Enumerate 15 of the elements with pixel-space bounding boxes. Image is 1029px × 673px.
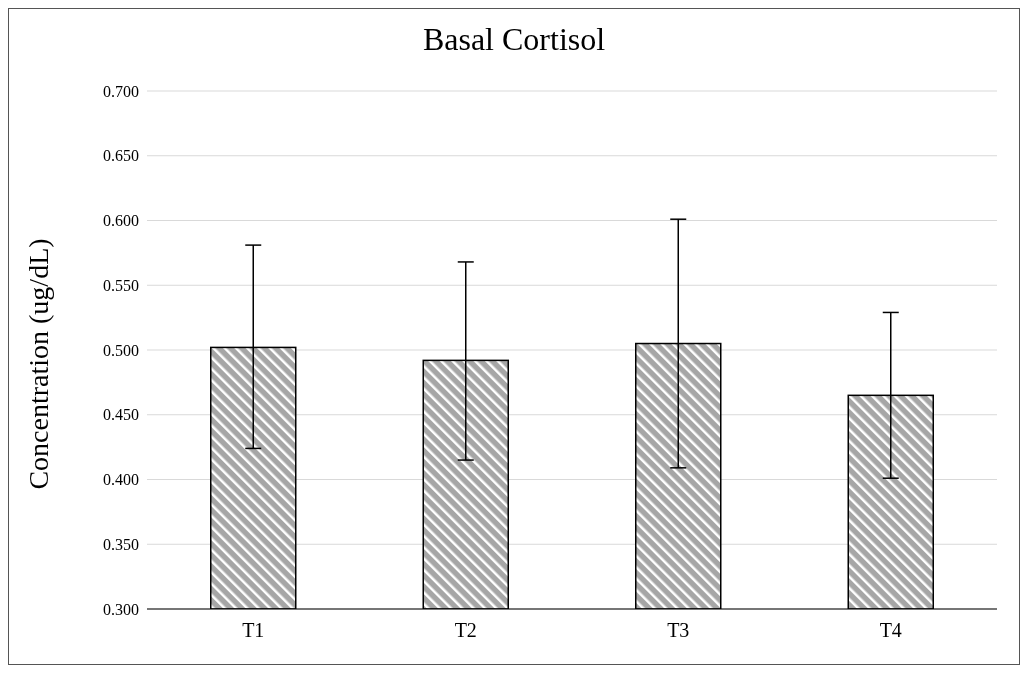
- y-tick-label: 0.300: [103, 600, 139, 618]
- x-tick-label: T1: [242, 619, 265, 642]
- y-tick-label: 0.600: [103, 212, 139, 230]
- y-tick-label: 0.700: [103, 82, 139, 100]
- x-tick-label: T2: [454, 619, 477, 642]
- x-tick-label: T3: [667, 619, 690, 642]
- chart-title: Basal Cortisol: [421, 21, 607, 58]
- y-tick-label: 0.550: [103, 276, 139, 294]
- y-axis-title: Concentration (ug/dL): [23, 238, 55, 490]
- y-tick-label: 0.500: [103, 341, 139, 359]
- x-tick-label: T4: [879, 619, 902, 642]
- y-tick-label: 0.350: [103, 535, 139, 553]
- y-tick-label: 0.450: [103, 406, 139, 424]
- y-tick-label: 0.650: [103, 147, 139, 165]
- y-tick-label: 0.400: [103, 471, 139, 489]
